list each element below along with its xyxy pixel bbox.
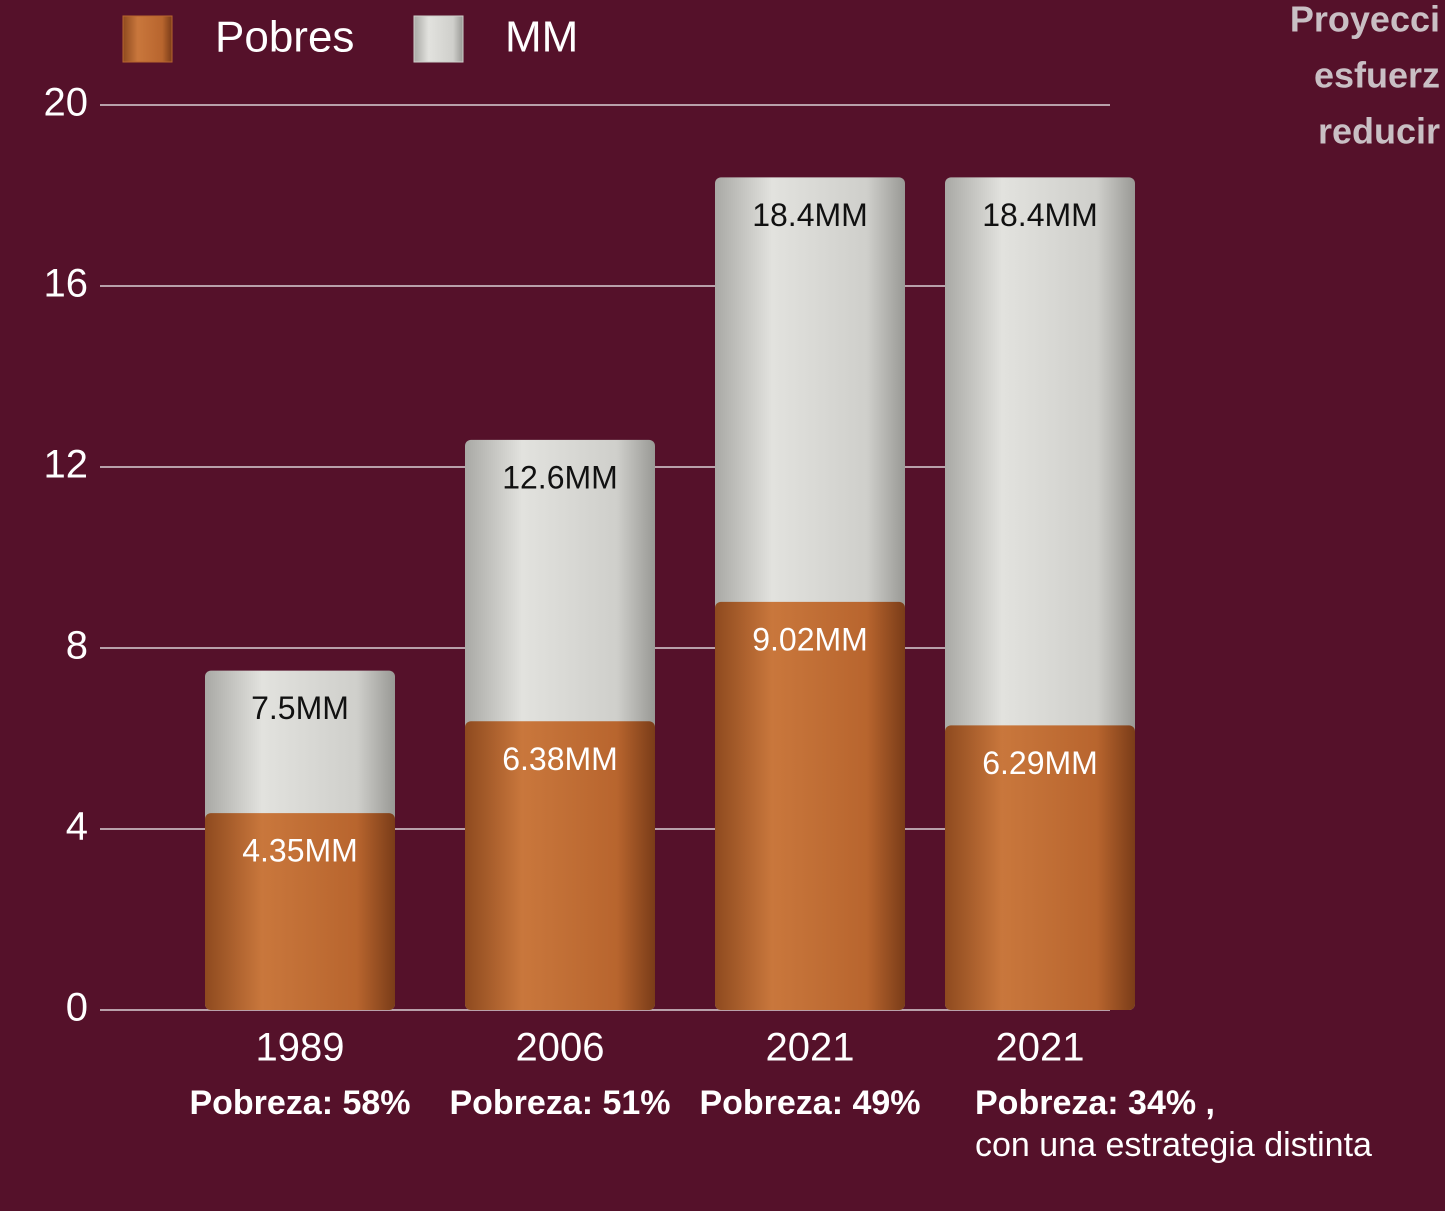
title-line: reducir bbox=[1318, 111, 1440, 152]
x-tick-label: 2021 bbox=[996, 1026, 1085, 1070]
x-tick-label: 1989 bbox=[256, 1026, 345, 1070]
legend-label: Pobres bbox=[215, 13, 354, 62]
value-label: 7.5MM bbox=[251, 690, 349, 726]
value-label: 18.4MM bbox=[982, 197, 1098, 233]
y-tick-label: 16 bbox=[44, 262, 89, 306]
title-line: Proyecci bbox=[1290, 0, 1440, 40]
note: Pobreza: 34% , con una estrategia distint… bbox=[975, 1082, 1445, 1166]
note: Pobreza: 58% bbox=[180, 1082, 420, 1124]
note-label: Pobreza: 51% bbox=[449, 1084, 671, 1122]
value-label: 18.4MM bbox=[752, 197, 868, 233]
x-tick-label: 2021 bbox=[766, 1026, 855, 1070]
bar bbox=[465, 721, 655, 1010]
value-label: 12.6MM bbox=[502, 459, 618, 495]
bar bbox=[715, 601, 905, 1010]
title-line: esfuerz bbox=[1314, 55, 1440, 96]
legend-label: MM bbox=[505, 13, 578, 62]
note-label: Pobreza: 34% bbox=[975, 1084, 1197, 1122]
note: Pobreza: 51% bbox=[440, 1082, 680, 1124]
legend-swatch bbox=[122, 15, 173, 63]
note: Pobreza: 49% bbox=[690, 1082, 930, 1124]
value-label: 6.38MM bbox=[502, 741, 618, 777]
bar bbox=[205, 813, 395, 1010]
x-tick-label: 2006 bbox=[516, 1026, 605, 1070]
value-label: 6.29MM bbox=[982, 745, 1098, 781]
y-tick-label: 8 bbox=[66, 624, 88, 668]
value-label: 4.35MM bbox=[242, 833, 358, 869]
note-detail: con una estrategia distinta bbox=[975, 1126, 1372, 1164]
note-label: Pobreza: 49% bbox=[699, 1084, 921, 1122]
bar bbox=[945, 725, 1135, 1010]
y-tick-label: 0 bbox=[66, 986, 88, 1030]
note-tail: , bbox=[1205, 1084, 1215, 1122]
legend-swatch bbox=[413, 15, 464, 63]
note-label: Pobreza: 58% bbox=[189, 1084, 411, 1122]
y-tick-label: 20 bbox=[44, 81, 89, 125]
y-tick-label: 4 bbox=[66, 805, 88, 849]
value-label: 9.02MM bbox=[752, 621, 868, 657]
y-tick-label: 12 bbox=[44, 443, 89, 487]
